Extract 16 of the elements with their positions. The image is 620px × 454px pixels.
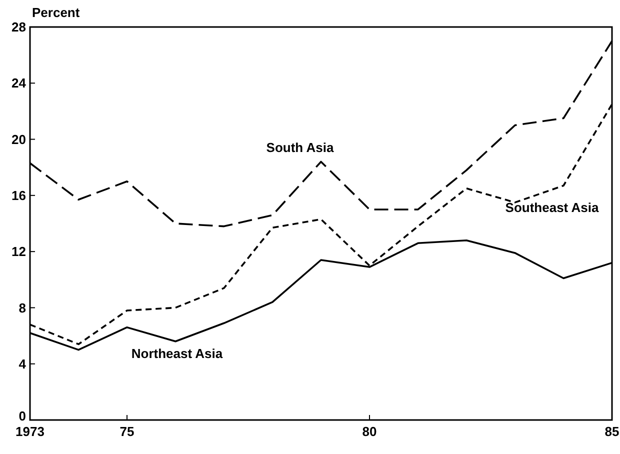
y-axis-title: Percent xyxy=(32,5,80,20)
y-tick-label: 0 xyxy=(18,408,26,424)
y-tick-label: 12 xyxy=(12,244,26,260)
y-tick-label: 4 xyxy=(18,356,27,372)
series-label: Southeast Asia xyxy=(505,200,600,215)
x-tick-label: 1973 xyxy=(16,424,44,439)
y-tick-label: 20 xyxy=(12,132,26,147)
series-label: Northeast Asia xyxy=(131,346,224,361)
x-tick-label: 85 xyxy=(604,424,620,439)
y-tick-label: 24 xyxy=(12,76,27,91)
y-tick-label: 8 xyxy=(18,300,26,316)
y-tick-label: 28 xyxy=(12,20,26,35)
x-tick-label: 75 xyxy=(120,424,134,439)
series-label: South Asia xyxy=(266,140,334,155)
y-tick-label: 16 xyxy=(12,188,26,203)
x-tick-label: 80 xyxy=(362,424,377,439)
